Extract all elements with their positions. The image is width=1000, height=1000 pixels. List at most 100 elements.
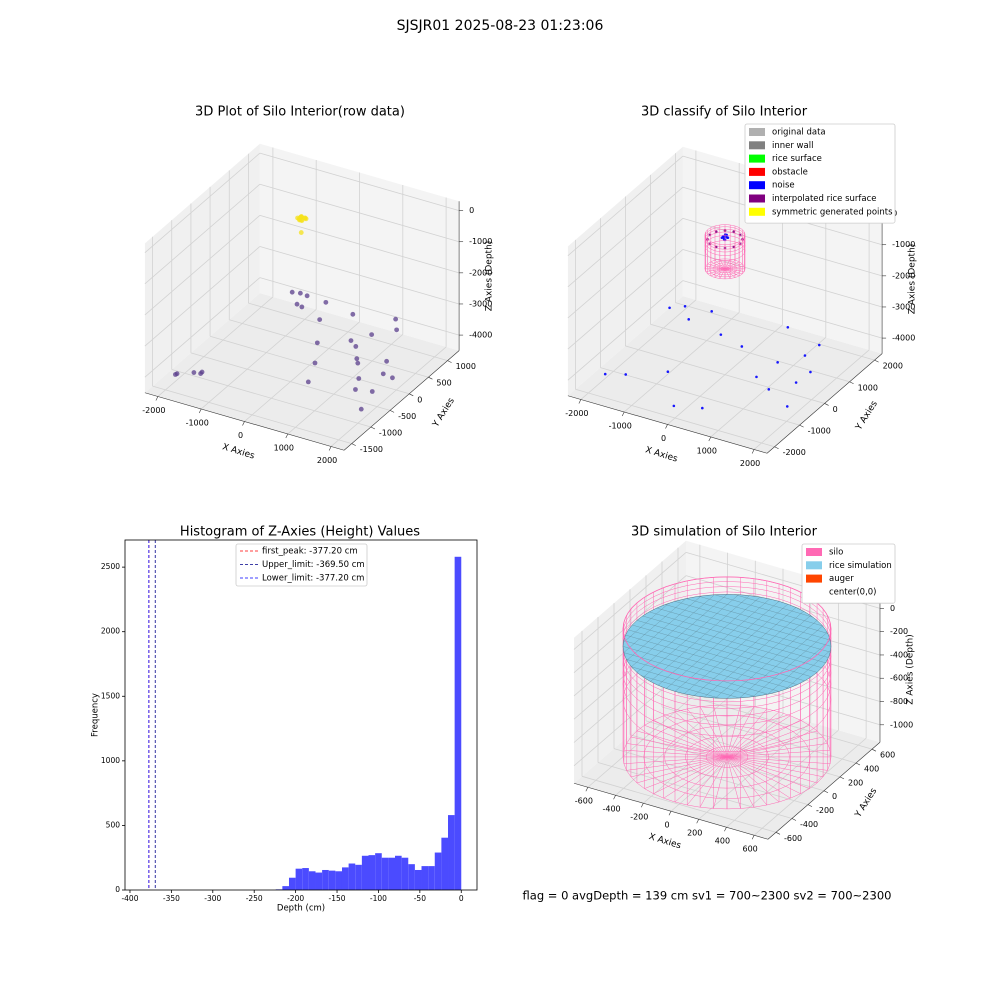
rice-mesh xyxy=(656,607,829,658)
tick-mark xyxy=(724,827,727,832)
x-axis-line xyxy=(144,392,345,451)
bar xyxy=(368,855,376,890)
legend-label: interpolated rice surface xyxy=(772,194,877,204)
grid-line xyxy=(287,334,404,435)
silo-floor-spoke xyxy=(726,756,741,809)
point xyxy=(380,371,386,377)
rice-mesh xyxy=(734,594,814,618)
x-tick-label: -2000 xyxy=(142,406,165,415)
tick-mark xyxy=(791,818,797,821)
silo-ring xyxy=(622,647,832,752)
bar xyxy=(428,866,435,890)
tick-mark xyxy=(428,376,433,380)
silo-floor-spoke xyxy=(726,756,755,808)
legend-patch xyxy=(749,194,765,203)
legend-label: inner wall xyxy=(772,141,813,151)
silo-floor-ring xyxy=(664,725,790,789)
silo-ring xyxy=(704,224,746,245)
x-tick-label: -200 xyxy=(630,813,648,822)
x-tick-label: -2000 xyxy=(565,409,588,418)
grid-line xyxy=(567,280,684,381)
footer: flag = 0 avgDepth = 139 cm sv1 = 700~230… xyxy=(523,889,892,903)
point xyxy=(353,387,358,392)
point xyxy=(353,344,359,349)
tick-mark xyxy=(155,396,159,401)
legend-patch xyxy=(749,167,765,176)
tick-mark xyxy=(409,393,414,397)
point xyxy=(767,388,771,391)
rice-mesh xyxy=(642,615,822,668)
point xyxy=(348,338,354,344)
point xyxy=(355,360,361,366)
bar xyxy=(381,857,389,890)
silo-floor-spoke xyxy=(724,263,743,270)
grid-line xyxy=(152,385,352,444)
grid-line xyxy=(573,552,687,650)
y-tick-label: 400 xyxy=(864,765,879,774)
tick-mark xyxy=(613,795,616,800)
bar xyxy=(401,857,409,890)
silo-floor-spoke xyxy=(726,756,831,764)
y-tick-label: 0 xyxy=(833,405,838,414)
z-axis-label: Z Axies (Depth) xyxy=(485,241,495,312)
bar xyxy=(328,870,336,890)
y-tick-label: -1000 xyxy=(808,427,831,436)
point xyxy=(668,306,671,310)
z-tick-label: -4000 xyxy=(469,331,492,340)
figure-title: SJSJR01 2025-08-23 01:23:06 xyxy=(397,18,604,34)
grid-line xyxy=(575,388,775,448)
rice-mesh xyxy=(674,601,832,647)
grid-line xyxy=(259,152,460,211)
silo-floor-spoke xyxy=(713,756,728,809)
legend-label: auger xyxy=(829,574,854,584)
legend-label: obstacle xyxy=(772,167,808,177)
z-tick-label: -3000 xyxy=(892,302,915,311)
point xyxy=(794,381,798,384)
tick-mark xyxy=(708,436,712,442)
silo-floor-spoke xyxy=(726,756,828,771)
point xyxy=(666,370,670,374)
grid-line xyxy=(330,346,447,447)
z-tick-label: -1000 xyxy=(892,240,915,249)
point xyxy=(390,375,395,381)
bar xyxy=(434,852,442,890)
tick-mark xyxy=(774,446,779,450)
legend-label: original data xyxy=(772,128,826,138)
x-tick-label: -100 xyxy=(370,894,387,903)
silo-floor-spoke xyxy=(726,743,828,758)
point xyxy=(323,299,329,305)
legend-patch xyxy=(749,141,765,150)
bar xyxy=(421,866,429,890)
x-tick-label: -250 xyxy=(246,894,263,903)
tick-mark xyxy=(585,787,589,792)
legend-box xyxy=(744,123,896,224)
silo-floor-spoke xyxy=(653,719,728,758)
silo-floor-spoke xyxy=(707,263,726,270)
grid-line xyxy=(625,345,825,404)
tick-mark xyxy=(871,748,877,752)
tick-mark xyxy=(775,832,781,835)
grid-line xyxy=(661,706,857,764)
silo-ring xyxy=(704,258,746,280)
silo-floor-spoke xyxy=(726,756,767,806)
silo-floor-spoke xyxy=(623,756,728,764)
chart-title: Histogram of Z-Axies (Height) Values xyxy=(180,525,420,540)
bar xyxy=(441,837,449,890)
point xyxy=(624,373,628,376)
bar xyxy=(375,853,382,890)
silo-floor-spoke xyxy=(623,749,728,758)
point xyxy=(776,361,779,364)
silo-floor-spoke xyxy=(719,268,726,279)
z-tick-label: -200 xyxy=(890,627,908,636)
grid-line xyxy=(259,183,460,243)
point xyxy=(303,216,309,222)
grid-line xyxy=(144,183,261,285)
point xyxy=(393,316,399,322)
tick-mark xyxy=(799,424,804,428)
point xyxy=(720,236,724,240)
legend-label: Lower_limit: -377.20 cm xyxy=(262,574,364,584)
x-axis-label: Depth (cm) xyxy=(277,904,325,914)
z-axis-label: Z Axies (Depth) xyxy=(908,244,918,315)
point xyxy=(725,236,729,239)
